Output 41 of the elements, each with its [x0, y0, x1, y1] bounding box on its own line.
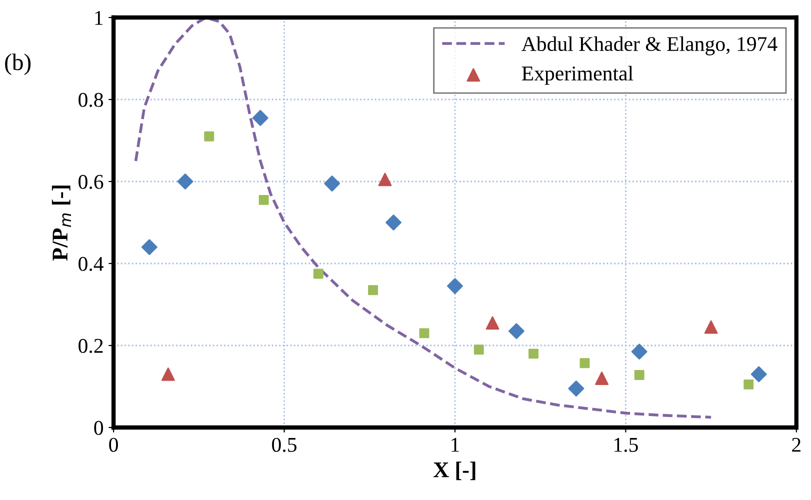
point [744, 379, 754, 390]
point [528, 348, 538, 359]
point [568, 380, 584, 397]
y-tick-label: 1 [95, 10, 103, 25]
x-tick-label: 1.5 [614, 438, 638, 452]
x-tick-label: 2 [792, 438, 800, 452]
point [704, 320, 718, 334]
x-tick-label: 0 [109, 438, 118, 452]
point [474, 344, 484, 355]
y-tick-label: 0.6 [78, 174, 104, 190]
point [750, 366, 767, 382]
x-tick-label: 0.5 [272, 438, 296, 452]
point [177, 174, 194, 190]
point [258, 194, 269, 205]
text: (b) [5, 54, 31, 76]
y-axis-title: P/P$_{m}$ [-] [52, 186, 71, 261]
point [161, 367, 175, 381]
y-tick-label: 0.2 [78, 338, 103, 354]
point [204, 131, 214, 142]
x-tick-label: 1 [452, 438, 459, 452]
y-tick-label: 0.8 [78, 92, 104, 108]
legend-label: Experimental [522, 66, 634, 85]
legend-label: Abdul Khader & Elango, 1974 [522, 36, 778, 56]
point [595, 372, 608, 386]
point [386, 214, 402, 230]
point [252, 110, 268, 126]
point [634, 370, 644, 380]
point [446, 278, 463, 294]
x-axis-title: X [-] [433, 462, 476, 480]
point [580, 358, 590, 368]
point [141, 239, 158, 256]
point [486, 316, 500, 330]
point [419, 328, 430, 338]
point [368, 285, 378, 296]
y-tick-label: 0.4 [78, 256, 104, 272]
point [324, 176, 340, 192]
point [631, 344, 648, 360]
point [378, 172, 392, 186]
y-tick-label: 0 [94, 420, 104, 435]
point [313, 268, 324, 279]
point [508, 323, 524, 340]
